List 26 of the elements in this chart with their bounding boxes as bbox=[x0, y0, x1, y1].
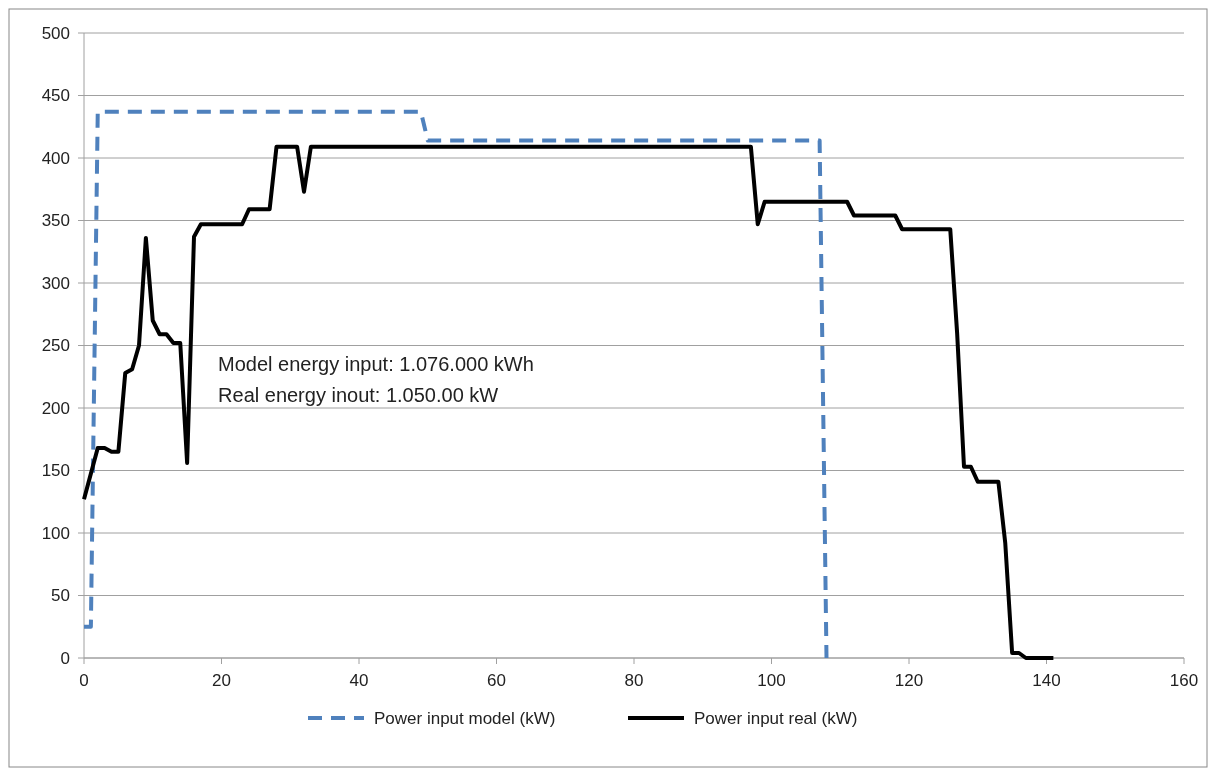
annotation: Real energy inout: 1.050.00 kW bbox=[218, 383, 499, 406]
y-tick-label: 100 bbox=[41, 523, 70, 543]
y-tick-label: 300 bbox=[41, 273, 70, 293]
y-tick-label: 0 bbox=[60, 648, 70, 668]
y-tick-label: 150 bbox=[41, 461, 70, 481]
y-tick-label: 50 bbox=[51, 586, 70, 606]
x-tick-label: 20 bbox=[212, 671, 231, 690]
y-tick-label: 350 bbox=[41, 211, 70, 231]
y-tick-label: 450 bbox=[41, 86, 70, 106]
y-tick-label: 500 bbox=[41, 23, 70, 43]
x-tick-label: 100 bbox=[757, 671, 786, 690]
x-tick-label: 140 bbox=[1032, 671, 1061, 690]
x-tick-label: 60 bbox=[487, 671, 506, 690]
x-tick-label: 40 bbox=[349, 671, 369, 690]
x-tick-label: 0 bbox=[79, 671, 89, 690]
y-tick-label: 400 bbox=[41, 148, 70, 168]
y-tick-label: 250 bbox=[41, 336, 70, 356]
x-tick-label: 120 bbox=[894, 671, 924, 690]
x-tick-label: 160 bbox=[1169, 671, 1199, 690]
legend-label: Power input real (kW) bbox=[694, 708, 858, 728]
x-tick-label: 80 bbox=[624, 671, 644, 690]
legend-label: Power input model (kW) bbox=[374, 708, 556, 728]
line-series bbox=[82, 109, 829, 660]
y-tick-label: 200 bbox=[41, 398, 70, 418]
annotation: Model energy input: 1.076.000 kWh bbox=[218, 352, 534, 375]
line-series bbox=[82, 144, 1056, 660]
